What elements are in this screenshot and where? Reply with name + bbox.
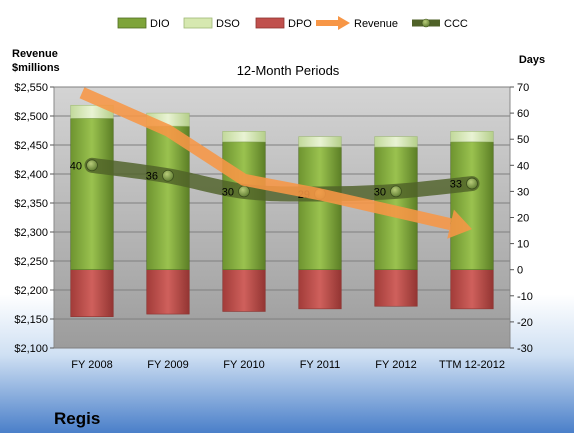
- chart-subtitle: 12-Month Periods: [237, 63, 340, 78]
- y-right-tick-label: 20: [517, 213, 529, 225]
- y-left-tick-label: $2,250: [14, 256, 48, 268]
- y-left-tick-label: $2,300: [14, 227, 48, 239]
- y-right-label: Days: [519, 54, 545, 66]
- ccc-data-label: 36: [146, 171, 158, 183]
- x-tick-label: FY 2008: [71, 359, 112, 371]
- legend-swatch-revenue-head: [338, 16, 350, 30]
- revenue-layer: [79, 87, 472, 239]
- x-tick-label: TTM 12-2012: [439, 359, 505, 371]
- y-right-tick-label: -10: [517, 291, 533, 303]
- y-left-tick-label: $2,400: [14, 169, 48, 181]
- y-right-tick-label: 40: [517, 160, 529, 172]
- y-left-tick-label: $2,450: [14, 140, 48, 152]
- legend-swatch-dio: [117, 17, 147, 29]
- ccc-point: [466, 177, 478, 190]
- y-right-tick-label: 70: [517, 82, 529, 94]
- series-line-revenue: [79, 87, 452, 231]
- y-right-tick-label: 50: [517, 134, 529, 146]
- bar-dso: [298, 136, 342, 148]
- bar-dso: [374, 136, 418, 148]
- bar-dso: [450, 131, 494, 143]
- bar-dpo: [450, 269, 494, 310]
- legend-label: DIO: [150, 18, 170, 30]
- x-tick-label: FY 2011: [300, 359, 341, 371]
- ccc-point: [390, 185, 402, 198]
- x-tick-label: FY 2012: [375, 359, 416, 371]
- y-left-tick-label: $2,550: [14, 82, 48, 94]
- series-line-ccc: [84, 157, 480, 202]
- legend-swatch-ccc-dot: [421, 18, 431, 28]
- y-left-tick-label: $2,200: [14, 285, 48, 297]
- y-right-tick-label: -20: [517, 317, 533, 329]
- y-left-tick-label: $2,350: [14, 198, 48, 210]
- ccc-point: [86, 159, 98, 172]
- bar-dio: [222, 141, 266, 270]
- bar-dio: [70, 118, 114, 271]
- bar-dpo: [222, 269, 266, 312]
- y-right-tick-label: -30: [517, 343, 533, 355]
- ccc-data-label: 33: [450, 179, 462, 191]
- bar-dio: [298, 146, 342, 270]
- ccc-data-label: 30: [374, 186, 386, 198]
- y-right-tick-label: 60: [517, 108, 529, 120]
- legend: DIO DSO DPO Revenue CCC: [117, 16, 468, 30]
- ccc-data-label: 30: [222, 186, 234, 198]
- x-tick-label: FY 2009: [147, 359, 188, 371]
- bar-dpo: [298, 269, 342, 310]
- ticks-layer: $2,100 $2,150 $2,200 $2,250 $2,300 $2,350 $2,4…: [14, 82, 533, 371]
- x-tick-label: FY 2010: [223, 359, 264, 371]
- y-left-tick-label: $2,150: [14, 314, 48, 326]
- y-right-tick-label: 0: [517, 265, 523, 277]
- bar-dio: [146, 125, 190, 271]
- legend-label: Revenue: [354, 18, 398, 30]
- bar-dpo: [70, 269, 114, 317]
- y-left-tick-label: $2,100: [14, 343, 48, 355]
- legend-swatch-dso: [183, 17, 213, 29]
- company-name: Regis: [54, 409, 100, 428]
- y-right-tick-label: 10: [517, 239, 529, 251]
- revenue-arrowhead: [447, 209, 472, 239]
- bar-dso: [222, 131, 266, 143]
- y-right-tick-label: 30: [517, 186, 529, 198]
- legend-label: CCC: [444, 18, 468, 30]
- ccc-point: [162, 169, 174, 182]
- ccc-data-label: 40: [70, 160, 82, 172]
- y-left-tick-label: $2,500: [14, 111, 48, 123]
- bar-dpo: [374, 269, 418, 307]
- bar-dio: [450, 141, 494, 270]
- legend-label: DSO: [216, 18, 240, 30]
- y-left-label-line1: Revenue: [12, 48, 58, 60]
- ccc-point: [238, 185, 250, 198]
- legend-swatch-dpo: [255, 17, 285, 29]
- bar-dpo: [146, 269, 190, 315]
- y-left-label-line2: $millions: [12, 62, 60, 74]
- legend-label: DPO: [288, 18, 312, 30]
